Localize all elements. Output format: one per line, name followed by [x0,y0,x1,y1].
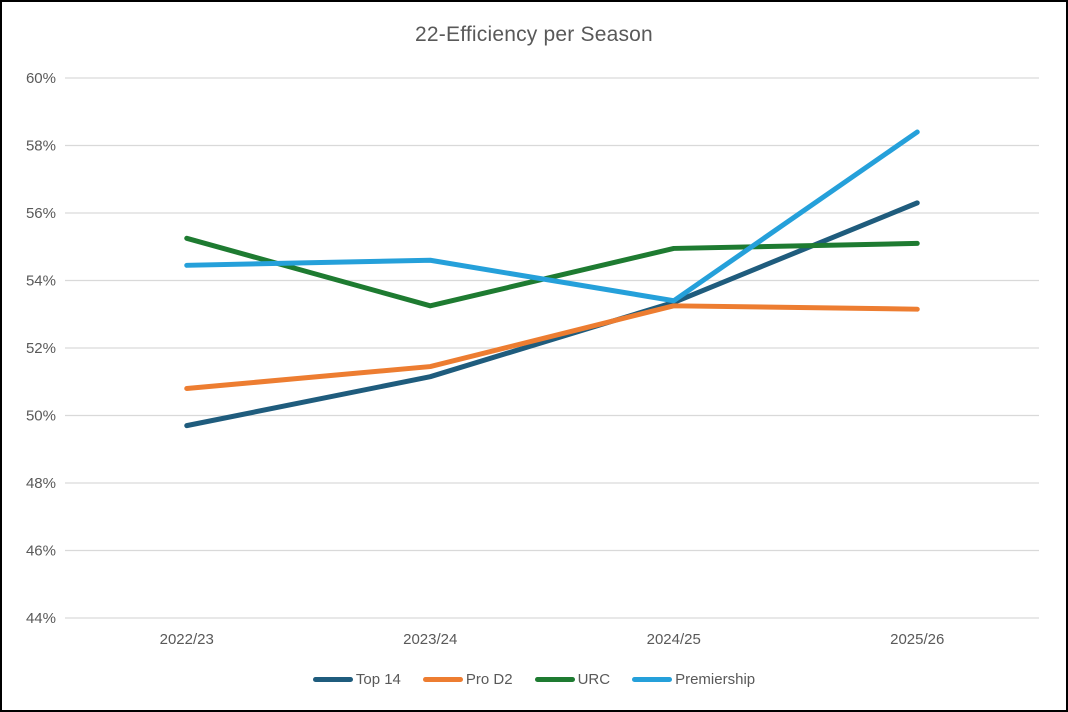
legend-line-swatch-pro-d2 [422,677,463,682]
x-axis-tick-2025-26: 2025/26 [890,631,944,648]
y-axis-tick-56: 56% [26,205,56,222]
x-axis-tick-2022-23: 2022/23 [160,631,214,648]
y-axis-tick-54: 54% [26,273,56,290]
legend-item-premiership: Premiership [632,671,755,688]
x-axis-tick-2023-24: 2023/24 [403,631,457,648]
legend-label-pro-d2: Pro D2 [465,671,513,688]
legend-item-urc: URC [534,671,611,688]
legend-label-urc: URC [577,671,611,688]
series-line-premiership [184,129,920,304]
x-axis-tick-2024-25: 2024/25 [647,631,701,648]
legend-line-swatch-urc [534,677,575,682]
legend-label-top-14: Top 14 [355,671,401,688]
legend-line-swatch-premiership [632,677,673,682]
y-axis-tick-44: 44% [26,610,56,627]
series-line-top-14 [184,200,920,429]
chart-title: 22-Efficiency per Season [415,23,653,46]
y-axis-tick-60: 60% [26,70,56,87]
y-axis-tick-48: 48% [26,475,56,492]
legend-line-swatch-top-14 [312,677,353,682]
y-axis-tick-50: 50% [26,408,56,425]
y-axis-tick-58: 58% [26,138,56,155]
legend-item-pro-d2: Pro D2 [422,671,513,688]
series-line-pro-d2 [184,303,920,391]
legend-item-top-14: Top 14 [312,671,401,688]
chart-legend: Top 14 Pro D2 URC Premiership [2,671,1066,688]
y-axis-tick-52: 52% [26,340,56,357]
series-line-urc [184,235,920,309]
y-axis-tick-46: 46% [26,543,56,560]
legend-label-premiership: Premiership [675,671,756,688]
